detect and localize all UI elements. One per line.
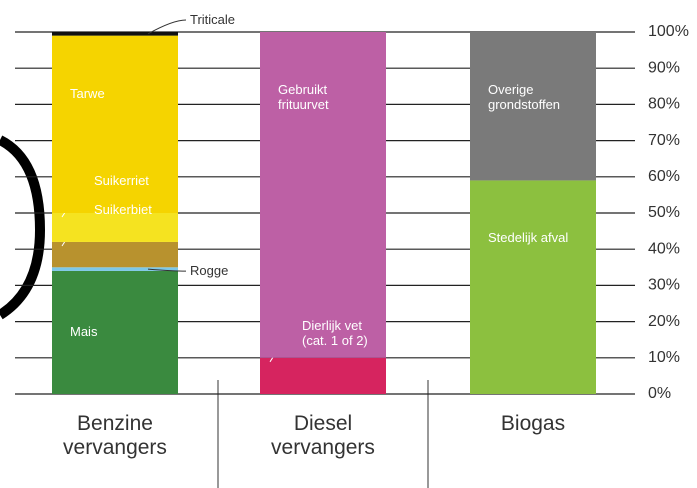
segment-label: Triticale xyxy=(188,12,237,27)
bar-segment xyxy=(52,213,178,242)
y-tick-label: 40% xyxy=(648,240,680,257)
segment-label: Suikerbiet xyxy=(94,202,174,217)
y-tick-label: 20% xyxy=(648,313,680,330)
page: 0% 10% 20% 30% 40% 50% 60% 70% 80% 90% 100% Mais Ro… xyxy=(0,0,697,488)
segment-label: Suikerriet xyxy=(94,173,174,188)
bar-segment xyxy=(260,358,386,394)
decoration-arc xyxy=(0,140,40,315)
y-tick-label: 30% xyxy=(648,277,680,294)
segment-label: Gebruikt frituurvet xyxy=(278,82,378,112)
x-category-label: Benzine vervangers xyxy=(40,412,190,460)
x-category-label: Diesel vervangers xyxy=(248,412,398,460)
segment-label: Mais xyxy=(70,324,170,339)
y-tick-label: 90% xyxy=(648,59,680,76)
bar-segment xyxy=(52,242,178,267)
y-tick-label: 50% xyxy=(648,204,680,221)
y-tick-label: 60% xyxy=(648,168,680,185)
segment-label: Tarwe xyxy=(70,86,170,101)
y-tick-label: 80% xyxy=(648,96,680,113)
x-category-label: Biogas xyxy=(458,412,608,436)
segment-label: Dierlijk vet (cat. 1 of 2) xyxy=(302,318,382,348)
bar-segment xyxy=(470,180,596,394)
bar-segment xyxy=(260,32,386,358)
bar-segment xyxy=(52,32,178,36)
segment-label: Overige grondstoffen xyxy=(488,82,588,112)
y-tick-label: 70% xyxy=(648,132,680,149)
y-tick-label: 10% xyxy=(648,349,680,366)
segment-label: Rogge xyxy=(188,263,230,278)
y-tick-label: 100% xyxy=(648,23,689,40)
y-tick-label: 0% xyxy=(648,385,671,402)
segment-label: Stedelijk afval xyxy=(488,230,588,245)
